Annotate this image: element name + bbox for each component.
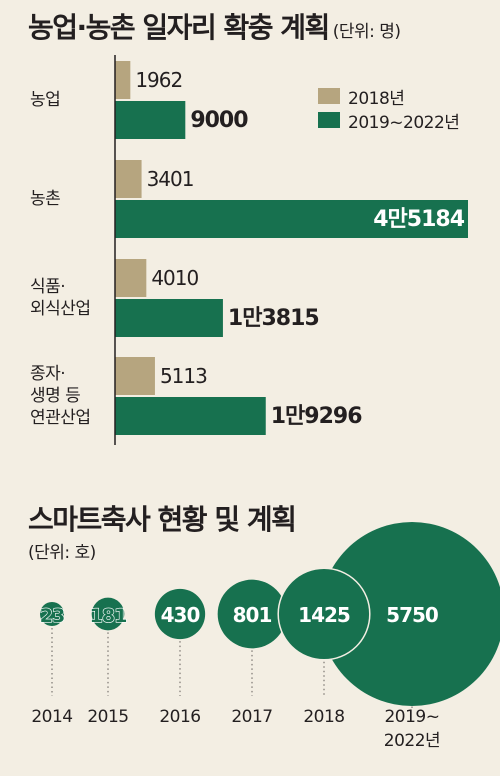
data-label: 1425 (298, 603, 350, 627)
category-label: 농촌 (30, 189, 60, 209)
data-label: 1962 (135, 68, 182, 92)
bar (115, 259, 147, 297)
bar (115, 160, 142, 198)
category-label: 농업 (30, 90, 60, 110)
data-label: 23 (40, 605, 64, 627)
bubble (217, 579, 287, 649)
data-label: 1만9296 (271, 404, 362, 429)
bubble (91, 597, 125, 631)
bar (115, 357, 155, 395)
bar (115, 299, 223, 337)
bar (115, 61, 131, 99)
chart-title-smart-barn: 스마트축사 현황 및 계획 (28, 498, 297, 538)
unit-text: (단위: 명) (332, 22, 401, 42)
x-tick-label: 2019~ (384, 707, 439, 727)
legend-swatch (318, 88, 340, 104)
jobs-bar-chart: 농업 1962 9000 농촌 3401 4만5184 식품·외식산업 4010 1만3815 종… (30, 55, 468, 445)
bar (115, 397, 266, 435)
title-text: 스마트축사 현황 및 계획 (28, 503, 297, 536)
unit-text: (단위: 호) (28, 543, 96, 563)
bubble (320, 522, 500, 706)
data-label: 9000 (190, 108, 248, 133)
x-tick-label: 2014 (31, 707, 72, 727)
bubble (40, 602, 64, 626)
data-label: 181 (90, 605, 127, 627)
bubble (154, 588, 206, 640)
legend-label: 2018년 (348, 88, 405, 109)
x-tick-label: 2017 (231, 707, 272, 727)
legend-label: 2019~2022년 (348, 112, 460, 133)
x-tick-label: 2015 (87, 707, 128, 727)
data-label: 5750 (386, 603, 438, 627)
x-tick-label: 2022년 (384, 731, 440, 751)
data-label: 430 (161, 603, 200, 627)
legend-swatch (318, 112, 340, 128)
bubble (277, 567, 371, 661)
bar (115, 200, 468, 238)
data-label: 5113 (160, 364, 207, 388)
x-tick-label: 2016 (159, 707, 200, 727)
title-text: 농업·농촌 일자리 확충 계획 (28, 11, 330, 44)
legend-item-2019-2022: 2019~2022년 (318, 108, 460, 133)
data-label: 1만3815 (228, 306, 319, 331)
data-label: 4010 (151, 266, 198, 290)
category-label: 생명 등 (30, 386, 80, 406)
data-label: 3401 (147, 167, 194, 191)
bar (115, 101, 186, 139)
category-label: 외식산업 (30, 299, 91, 319)
legend-item-2018: 2018년 (318, 84, 459, 109)
legend: 2018년 2019~2022년 (318, 84, 460, 133)
data-label: 4만5184 (373, 207, 464, 232)
chart-title-jobs: 농업·농촌 일자리 확충 계획 (단위: 명) (28, 6, 401, 46)
category-label: 종자· (30, 364, 65, 384)
data-label: 801 (233, 603, 272, 627)
category-label: 연관산업 (30, 408, 91, 428)
category-label: 식품· (30, 277, 65, 297)
x-tick-label: 2018 (303, 707, 344, 727)
